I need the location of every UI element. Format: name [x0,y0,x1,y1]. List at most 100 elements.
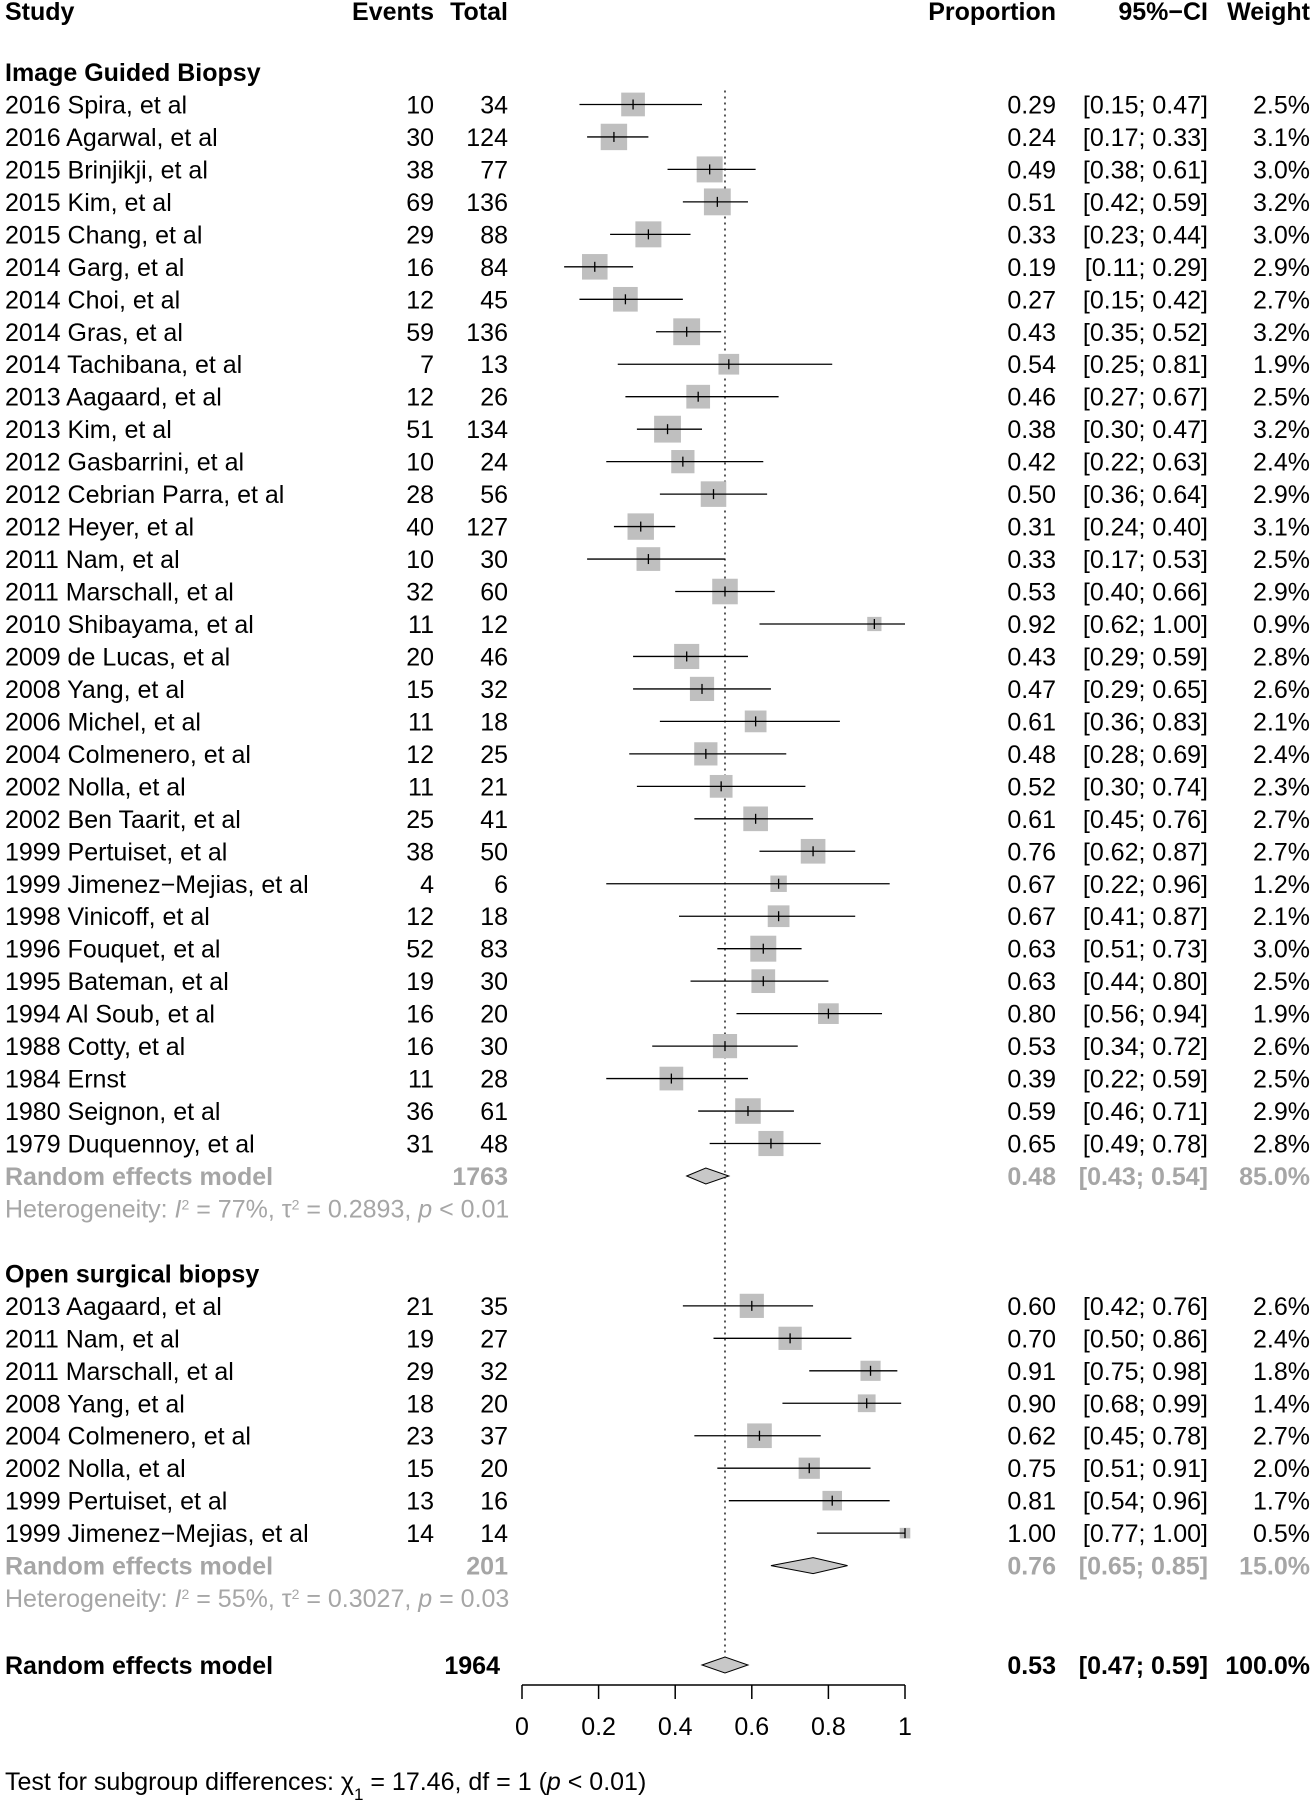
weight-value: 1.7% [1253,1488,1310,1516]
ci-value: [0.56; 0.94] [1083,1001,1208,1029]
total-value: 136 [466,189,508,217]
proportion-value: 0.29 [1007,91,1056,119]
weight-value: 2.8% [1253,643,1310,671]
events-value: 36 [406,1098,434,1126]
proportion-value: 0.92 [1007,611,1056,639]
study-label: 2010 Shibayama, et al [5,611,254,639]
study-label: 1994 Al Soub, et al [5,1001,215,1029]
weight-value: 2.9% [1253,579,1310,607]
proportion-value: 0.91 [1007,1358,1056,1386]
weight-value: 2.6% [1253,1293,1310,1321]
study-label: 2016 Spira, et al [5,91,187,119]
study-label: 2013 Aagaard, et al [5,384,222,412]
weight-value: 3.0% [1253,936,1310,964]
total-value: 50 [480,838,508,866]
events-value: 32 [406,579,434,607]
proportion-value: 0.33 [1007,221,1056,249]
weight-value: 2.9% [1253,254,1310,282]
subgroup-pooled-diamond [685,1167,731,1185]
proportion-value: 0.81 [1007,1488,1056,1516]
x-tick-label: 0.8 [811,1713,846,1741]
weight-value: 0.5% [1253,1520,1310,1548]
total-value: 27 [480,1325,508,1353]
weight-value: 2.5% [1253,968,1310,996]
total-value: 24 [480,449,508,477]
events-value: 11 [408,611,434,639]
proportion-value: 0.76 [1007,838,1056,866]
total-value: 30 [480,1033,508,1061]
weight-value: 3.1% [1253,124,1310,152]
total-value: 127 [466,514,508,542]
subgroup-pooled-diamond [770,1557,848,1575]
ci-value: [0.15; 0.42] [1083,286,1208,314]
weight-value: 3.2% [1253,416,1310,444]
total-value: 124 [466,124,508,152]
study-label: 2008 Yang, et al [5,676,185,704]
study-label: 2002 Nolla, et al [5,773,186,801]
total-value: 34 [480,91,508,119]
weight-value: 2.5% [1253,384,1310,412]
ci-value: [0.29; 0.59] [1083,643,1208,671]
proportion-value: 0.43 [1007,319,1056,347]
x-tick-label: 1 [898,1713,912,1741]
total-value: 18 [480,708,508,736]
proportion-value: 0.90 [1007,1390,1056,1418]
weight-value: 2.0% [1253,1455,1310,1483]
events-value: 12 [406,384,434,412]
events-value: 14 [406,1520,434,1548]
ci-value: [0.68; 0.99] [1083,1390,1208,1418]
proportion-value: 0.46 [1007,384,1056,412]
subgroup-pooled-ci: [0.65; 0.85] [1079,1553,1208,1581]
total-value: 56 [480,481,508,509]
events-value: 12 [406,286,434,314]
weight-value: 2.3% [1253,773,1310,801]
x-tick-label: 0.2 [581,1713,616,1741]
events-value: 12 [406,903,434,931]
heterogeneity-text: Heterogeneity: I2 = 77%, τ2 = 0.2893, p … [5,1195,509,1223]
study-label: 2014 Garg, et al [5,254,184,282]
subgroup-pooled-total: 201 [466,1553,508,1581]
overall-ci: [0.47; 0.59] [1079,1652,1208,1680]
proportion-value: 0.59 [1007,1098,1056,1126]
weight-value: 2.1% [1253,903,1310,931]
ci-value: [0.36; 0.83] [1083,708,1208,736]
study-label: 1995 Bateman, et al [5,968,229,996]
ci-value: [0.42; 0.59] [1083,189,1208,217]
study-label: 2013 Kim, et al [5,416,172,444]
weight-value: 2.4% [1253,741,1310,769]
events-value: 10 [406,91,434,119]
proportion-value: 0.27 [1007,286,1056,314]
weight-value: 2.4% [1253,449,1310,477]
weight-value: 3.1% [1253,514,1310,542]
events-value: 59 [406,319,434,347]
weight-value: 2.4% [1253,1325,1310,1353]
proportion-value: 0.67 [1007,871,1056,899]
total-value: 12 [480,611,508,639]
events-value: 69 [406,189,434,217]
total-value: 35 [480,1293,508,1321]
weight-value: 2.9% [1253,481,1310,509]
ci-value: [0.51; 0.91] [1083,1455,1208,1483]
proportion-value: 0.65 [1007,1131,1056,1159]
total-value: 30 [480,968,508,996]
proportion-value: 0.62 [1007,1423,1056,1451]
study-label: 2015 Brinjikji, et al [5,156,208,184]
ci-value: [0.34; 0.72] [1083,1033,1208,1061]
events-value: 31 [406,1131,434,1159]
ci-value: [0.62; 0.87] [1083,838,1208,866]
subgroup-pooled-label: Random effects model [5,1163,273,1191]
study-label: 2004 Colmenero, et al [5,741,251,769]
proportion-value: 0.19 [1007,254,1056,282]
overall-proportion: 0.53 [1007,1652,1056,1680]
events-value: 29 [406,221,434,249]
study-label: 1980 Seignon, et al [5,1098,220,1126]
events-value: 15 [406,1455,434,1483]
events-value: 19 [406,968,434,996]
study-label: 2002 Nolla, et al [5,1455,186,1483]
weight-value: 0.9% [1253,611,1310,639]
header-proportion: Proportion [928,0,1056,26]
ci-value: [0.51; 0.73] [1083,936,1208,964]
ci-value: [0.49; 0.78] [1083,1131,1208,1159]
events-value: 10 [406,546,434,574]
